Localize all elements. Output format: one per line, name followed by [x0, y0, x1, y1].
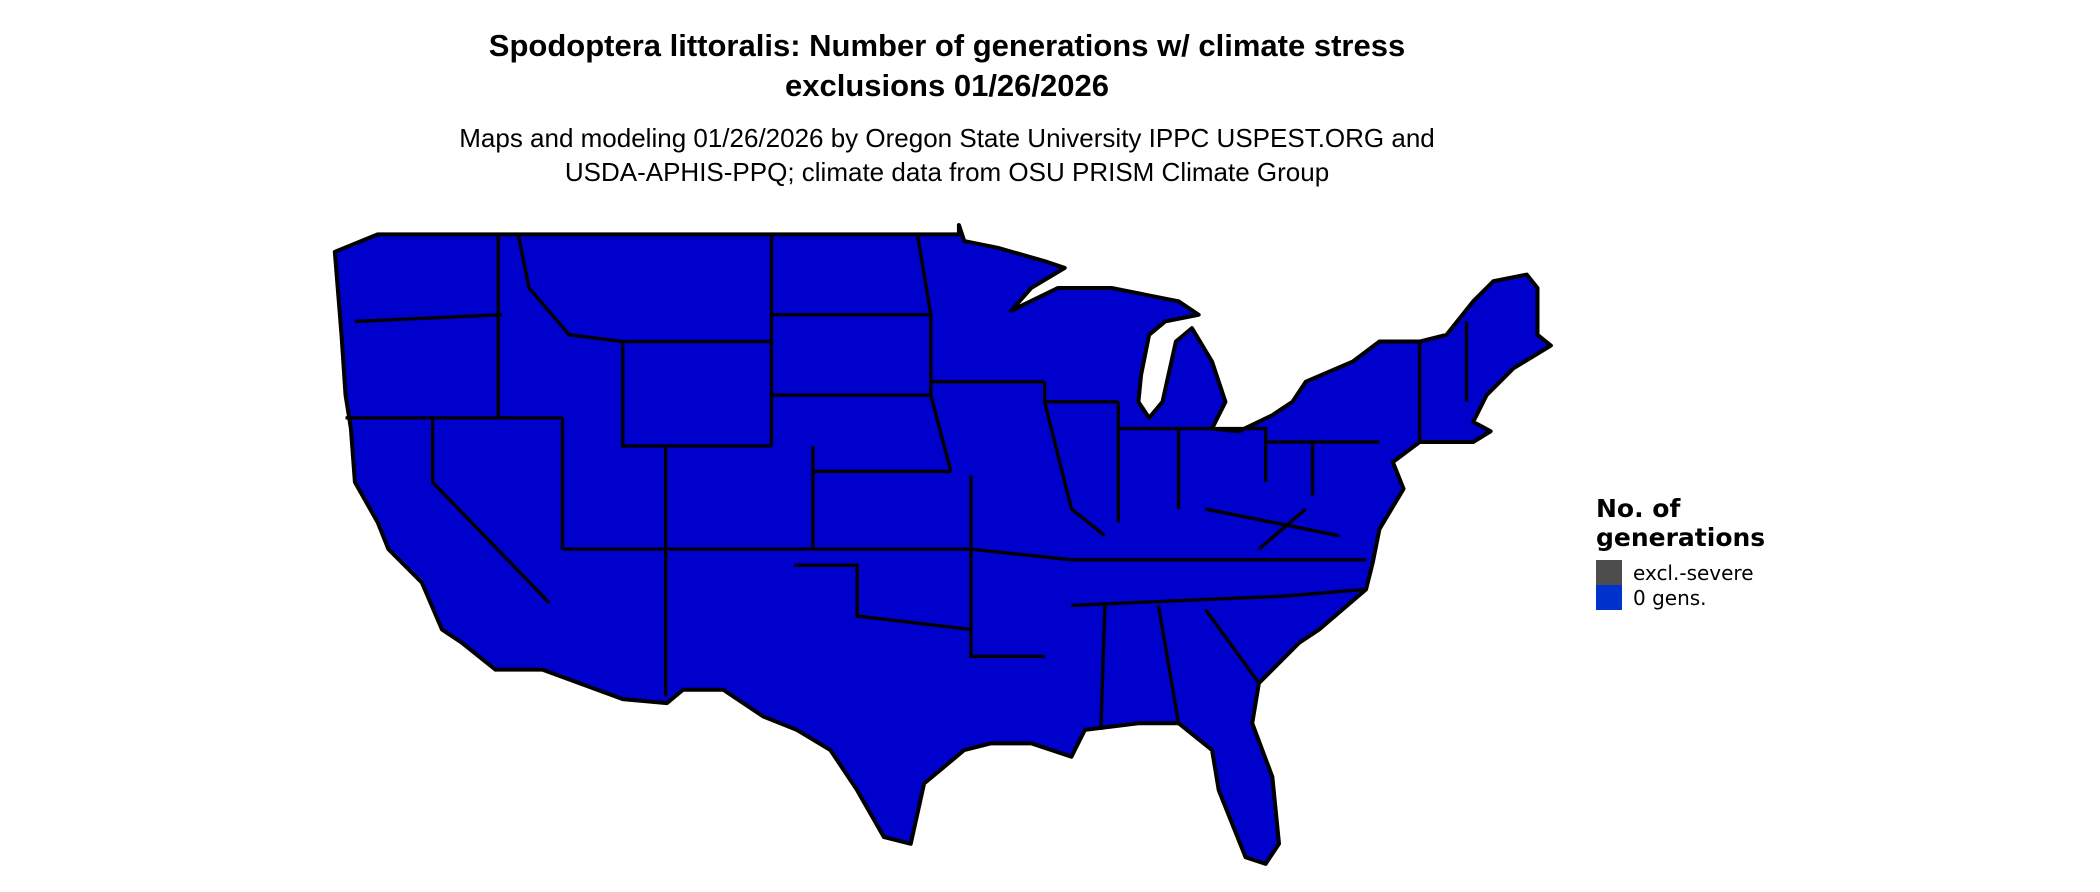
legend-title: No. of generations — [1596, 494, 1765, 552]
map-subtitle: Maps and modeling 01/26/2026 by Oregon S… — [0, 121, 1894, 189]
subtitle-line-2: USDA-APHIS-PPQ; climate data from OSU PR… — [564, 157, 1330, 187]
state-borders — [345, 234, 1469, 730]
legend: No. of generations excl.-severe 0 gens. — [1596, 494, 1765, 610]
title-line-2: exclusions 01/26/2026 — [784, 68, 1109, 103]
legend-title-line-1: No. of — [1596, 494, 1681, 523]
map-title: Spodoptera littoralis: Number of generat… — [0, 26, 1894, 106]
us-outline — [332, 223, 1553, 866]
legend-label: excl.-severe — [1633, 560, 1754, 585]
legend-label: 0 gens. — [1633, 585, 1707, 610]
legend-item-0-gens: 0 gens. — [1596, 585, 1765, 610]
title-line-1: Spodoptera littoralis: Number of generat… — [488, 28, 1406, 63]
subtitle-line-1: Maps and modeling 01/26/2026 by Oregon S… — [459, 123, 1435, 153]
legend-swatch — [1596, 560, 1622, 585]
legend-swatch — [1596, 585, 1622, 610]
legend-item-excl-severe: excl.-severe — [1596, 560, 1765, 585]
legend-title-line-2: generations — [1596, 523, 1766, 552]
